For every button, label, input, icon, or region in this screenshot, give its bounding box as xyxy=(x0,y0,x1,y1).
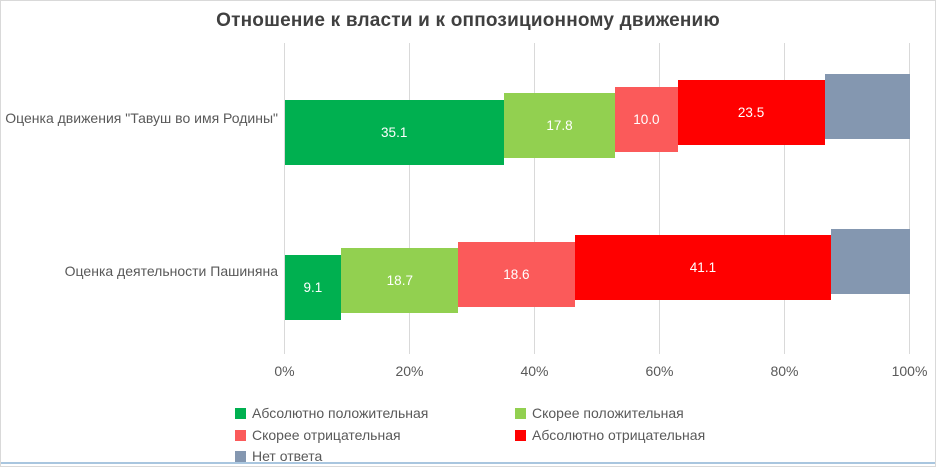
category-label: Оценка деятельности Пашиняна xyxy=(64,263,278,279)
bar-value-label: 23.5 xyxy=(737,105,765,120)
legend-label: Нет ответа xyxy=(252,448,323,464)
legend-swatch xyxy=(515,429,526,441)
category-label: Оценка движения "Тавуш во имя Родины" xyxy=(5,110,278,126)
x-tick-label: 80% xyxy=(770,363,799,379)
legend-item: Абсолютно отрицательная xyxy=(515,426,705,444)
bar-value-label: 18.7 xyxy=(386,273,413,288)
bar-segment: 41.1 xyxy=(574,235,832,300)
legend-item: Скорее отрицательная xyxy=(235,426,401,444)
bar-segment: 35.1 xyxy=(284,99,504,165)
bar-segment: 17.8 xyxy=(503,93,616,158)
gridline xyxy=(534,43,535,354)
bottom-border-rule xyxy=(1,462,935,464)
gridline xyxy=(284,43,285,354)
bar-segment xyxy=(831,228,910,294)
legend-swatch xyxy=(235,407,246,419)
bar-value-label: 10.0 xyxy=(633,111,660,127)
bar-segment: 18.7 xyxy=(341,248,459,313)
bar-value-label: 35.1 xyxy=(381,124,408,140)
legend-swatch xyxy=(515,407,526,419)
gridline xyxy=(409,43,410,354)
bar-segment xyxy=(824,73,910,139)
x-tick-label: 60% xyxy=(645,363,674,379)
bar-value-label: 17.8 xyxy=(546,118,573,133)
legend-label: Абсолютно отрицательная xyxy=(532,427,706,443)
gridline xyxy=(784,43,785,354)
x-tick-label: 20% xyxy=(395,363,424,379)
chart-title: Отношение к власти и к оппозиционному дв… xyxy=(216,10,720,31)
legend-label: Абсолютно положительная xyxy=(252,405,429,421)
bar-segment: 23.5 xyxy=(677,80,825,145)
legend-item: Нет ответа xyxy=(235,447,322,465)
bar-segment: 10.0 xyxy=(615,86,678,152)
x-tick-label: 40% xyxy=(520,363,549,379)
bar-segment: 18.6 xyxy=(458,241,575,307)
legend-swatch xyxy=(235,429,246,441)
bar-value-label: 9.1 xyxy=(303,279,323,295)
gridline xyxy=(659,43,660,354)
bar-value-label: 41.1 xyxy=(689,260,717,275)
bar-value-label: 18.6 xyxy=(503,266,530,282)
legend-item: Скорее положительная xyxy=(515,404,684,422)
bar-segment: 9.1 xyxy=(284,254,342,320)
gridline xyxy=(909,43,910,354)
legend-swatch xyxy=(235,450,246,462)
legend-item: Абсолютно положительная xyxy=(235,404,428,422)
x-tick-label: 100% xyxy=(891,363,928,379)
x-tick-label: 0% xyxy=(274,363,295,379)
legend-label: Скорее отрицательная xyxy=(252,427,401,443)
legend-label: Скорее положительная xyxy=(532,405,684,421)
